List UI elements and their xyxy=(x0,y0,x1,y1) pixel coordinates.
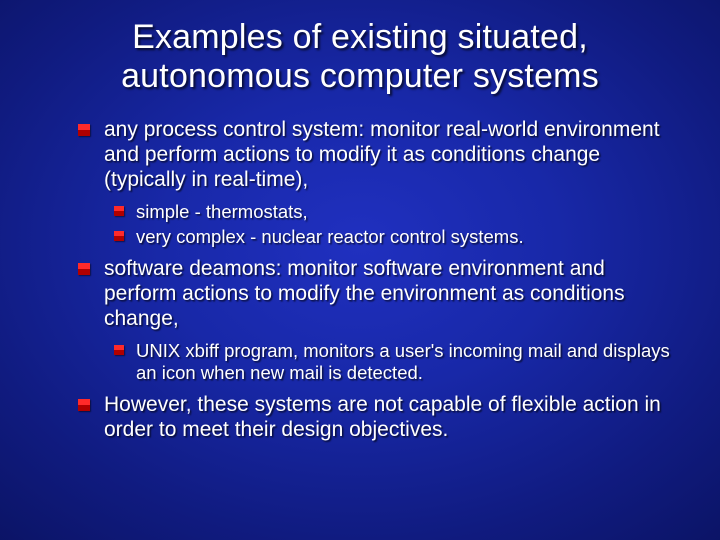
list-item: simple - thermostats, xyxy=(40,201,680,223)
list-item: software deamons: monitor software envir… xyxy=(40,257,680,331)
slide: Examples of existing situated, autonomou… xyxy=(0,0,720,540)
list-item: UNIX xbiff program, monitors a user's in… xyxy=(40,340,680,384)
title-line-1: Examples of existing situated, xyxy=(132,18,588,56)
sub-list: simple - thermostats, very complex - nuc… xyxy=(40,201,680,248)
title-line-2: autonomous computer systems xyxy=(121,57,599,95)
slide-title: Examples of existing situated, autonomou… xyxy=(40,18,680,96)
bullet-list: any process control system: monitor real… xyxy=(40,118,680,442)
sub-list: UNIX xbiff program, monitors a user's in… xyxy=(40,340,680,384)
list-item: However, these systems are not capable o… xyxy=(40,393,680,443)
list-item: very complex - nuclear reactor control s… xyxy=(40,226,680,248)
list-item: any process control system: monitor real… xyxy=(40,118,680,192)
